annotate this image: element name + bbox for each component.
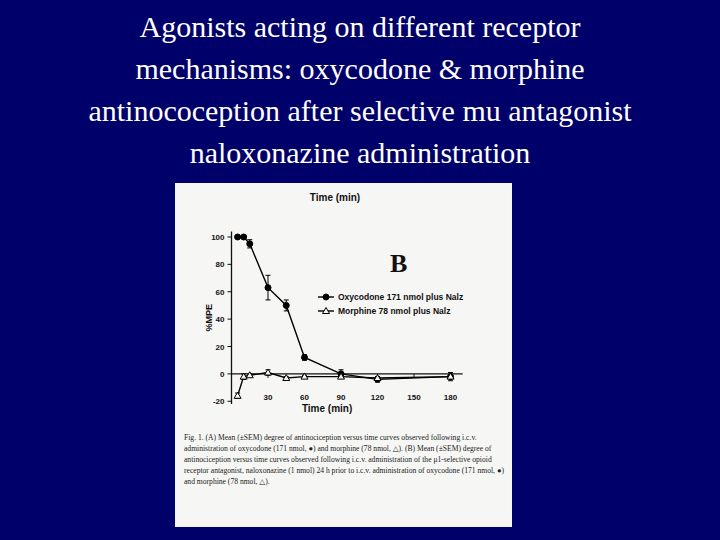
y-tick xyxy=(228,236,232,237)
error-bar xyxy=(241,374,246,379)
error-cap xyxy=(247,247,252,248)
error-cap xyxy=(339,369,344,370)
y-tick-label: 80 xyxy=(216,260,225,269)
y-tick-label: 100 xyxy=(211,233,225,242)
legend-marker xyxy=(323,294,329,300)
plot-marks xyxy=(234,234,454,399)
title-line: antinocoception after selective mu antag… xyxy=(0,90,720,132)
x-tick-label: 30 xyxy=(264,393,273,402)
slide-title: Agonists acting on different receptormec… xyxy=(0,6,720,174)
x2-axis-label: Time (min) xyxy=(310,192,360,203)
error-cap xyxy=(247,239,252,240)
error-cap xyxy=(284,299,289,300)
x-tick-label: 90 xyxy=(337,393,346,402)
data-point xyxy=(301,373,308,379)
data-point xyxy=(235,234,241,240)
y-tick xyxy=(228,291,232,292)
error-bar xyxy=(266,370,271,375)
error-cap xyxy=(266,299,271,300)
y-tick-label: 40 xyxy=(216,315,225,324)
error-bar xyxy=(302,355,307,360)
data-point xyxy=(265,285,271,291)
data-point xyxy=(338,373,345,379)
figure-caption: Fig. 1. (A) Mean (±SEM) degree of antino… xyxy=(184,432,506,487)
title-line: naloxonazine administration xyxy=(0,132,720,174)
data-point xyxy=(234,392,241,398)
error-bar xyxy=(266,275,271,300)
data-point xyxy=(447,373,454,379)
y-tick-label: 20 xyxy=(216,343,225,352)
error-cap xyxy=(266,275,271,276)
data-point xyxy=(241,234,247,240)
legend-marker xyxy=(323,308,330,314)
title-line: Agonists acting on different receptor xyxy=(0,6,720,48)
series-line xyxy=(238,373,451,396)
title-line: mechanisms: oxycodone & morphine xyxy=(0,48,720,90)
error-bar xyxy=(284,300,289,311)
y-tick-label: 0 xyxy=(220,370,225,379)
data-point xyxy=(448,374,454,380)
error-cap xyxy=(284,310,289,311)
y-tick xyxy=(228,401,232,402)
panel-label: B xyxy=(390,249,407,278)
data-point xyxy=(374,374,381,380)
y-tick xyxy=(228,373,232,374)
error-bar xyxy=(448,373,453,381)
y-axis-label: %MPE xyxy=(204,304,214,332)
data-point xyxy=(247,241,253,247)
figure-panel xyxy=(175,183,512,527)
y-axis xyxy=(231,232,232,405)
data-point xyxy=(246,372,253,378)
data-point xyxy=(283,374,290,380)
y-tick xyxy=(228,319,232,320)
error-bar xyxy=(247,240,252,248)
series-line xyxy=(238,237,451,379)
y-tick-label: 60 xyxy=(216,288,225,297)
data-point xyxy=(302,354,308,360)
x-tick-label: 150 xyxy=(407,393,421,402)
error-bar xyxy=(235,393,240,398)
x-tick-label: 120 xyxy=(371,393,385,402)
legend-label: Oxycodone 171 nmol plus Nalz xyxy=(338,292,463,302)
data-point xyxy=(283,302,289,308)
x-axis-label: Time (min) xyxy=(302,403,352,414)
y-tick xyxy=(228,346,232,347)
y-tick xyxy=(228,264,232,265)
legend-label: Morphine 78 nmol plus Nalz xyxy=(338,306,450,316)
chart: -20 0 20 40 60 80 100 30 60 90 120 150 180 Time (min)… xyxy=(0,0,720,540)
data-point xyxy=(265,369,272,375)
y-tick-label: -20 xyxy=(213,397,225,406)
x-tick-label: 60 xyxy=(300,393,309,402)
error-cap xyxy=(448,380,453,381)
x-tick-label: 180 xyxy=(444,393,458,402)
